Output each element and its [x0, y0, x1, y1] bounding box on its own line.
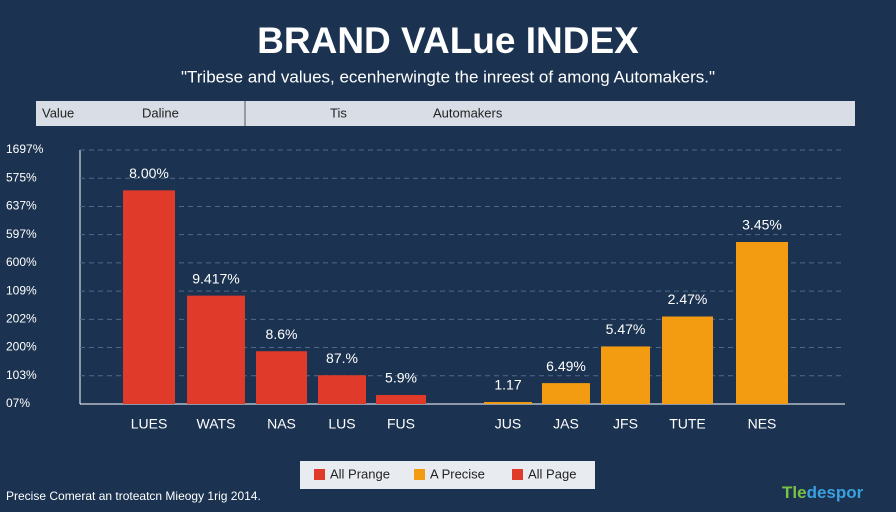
y-tick-label: 637% — [6, 199, 37, 213]
bar — [542, 383, 590, 404]
data-label: 5.47% — [606, 321, 646, 337]
y-tick-label: 600% — [6, 255, 37, 269]
header-label: Automakers — [433, 105, 503, 120]
header-label: Value — [42, 105, 74, 120]
x-tick-label: LUS — [328, 416, 355, 432]
y-tick-label: 103% — [6, 368, 37, 382]
brand: Tledespor — [782, 483, 864, 502]
x-tick-label: NAS — [267, 416, 296, 432]
brand-part: despor — [807, 483, 864, 502]
data-label: 8.6% — [266, 326, 298, 342]
x-tick-label: NES — [748, 416, 777, 432]
x-tick-label: LUES — [131, 416, 168, 432]
x-tick-label: WATS — [197, 416, 236, 432]
header-label: Daline — [142, 105, 179, 120]
legend-swatch — [512, 469, 523, 480]
x-tick-label: JAS — [553, 416, 579, 432]
legend-swatch — [314, 469, 325, 480]
footnote: Precise Comerat an troteatcn Mieogy 1rig… — [6, 489, 261, 503]
bar — [376, 394, 426, 404]
chart-subtitle: "Tribese and values, ecenherwingte the i… — [181, 67, 715, 86]
x-tick-label: JFS — [613, 416, 638, 432]
data-label: 6.49% — [546, 358, 586, 374]
legend-swatch — [414, 469, 425, 480]
bar — [484, 402, 532, 404]
chart-title: BRAND VALue INDEX — [257, 20, 639, 61]
bar — [123, 190, 175, 404]
x-tick-label: TUTE — [669, 416, 706, 432]
legend — [300, 461, 595, 489]
header-label: Tis — [330, 105, 347, 120]
bar — [318, 375, 366, 404]
x-tick-label: JUS — [495, 416, 521, 432]
header-bar — [36, 101, 855, 126]
legend-label: All Prange — [330, 466, 390, 481]
data-label: 87.% — [326, 350, 358, 366]
bar — [662, 316, 713, 404]
data-label: 3.45% — [742, 217, 782, 233]
data-label: 5.9% — [385, 370, 417, 386]
data-label: 1.17 — [494, 377, 521, 393]
y-tick-label: 1697% — [6, 142, 44, 156]
y-tick-label: 597% — [6, 227, 37, 241]
y-tick-label: 07% — [6, 396, 30, 410]
legend-label: A Precise — [430, 466, 485, 481]
data-label: 2.47% — [668, 291, 708, 307]
bar — [187, 295, 245, 404]
data-label: 9.417% — [192, 270, 239, 286]
y-tick-label: 109% — [6, 283, 37, 297]
x-tick-label: FUS — [387, 416, 415, 432]
y-tick-label: 575% — [6, 170, 37, 184]
brand-part: Tle — [782, 483, 807, 502]
y-tick-label: 202% — [6, 312, 37, 326]
bar — [256, 351, 307, 404]
data-label: 8.00% — [129, 165, 169, 181]
legend-label: All Page — [528, 466, 576, 481]
bar — [601, 346, 650, 404]
y-tick-label: 200% — [6, 340, 37, 354]
bar — [736, 242, 788, 404]
